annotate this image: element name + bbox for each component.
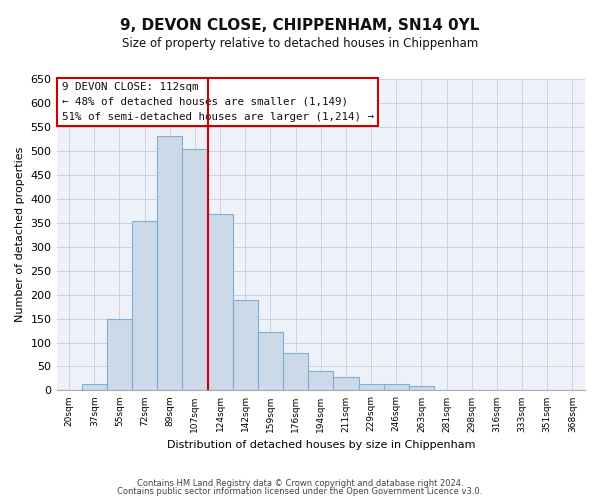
Bar bbox=[359, 384, 383, 390]
Bar bbox=[334, 377, 359, 390]
Bar bbox=[409, 386, 434, 390]
Text: Size of property relative to detached houses in Chippenham: Size of property relative to detached ho… bbox=[122, 38, 478, 51]
Bar bbox=[308, 372, 334, 390]
Bar bbox=[182, 150, 208, 390]
Bar bbox=[383, 384, 409, 390]
Text: Contains HM Land Registry data © Crown copyright and database right 2024.: Contains HM Land Registry data © Crown c… bbox=[137, 478, 463, 488]
Y-axis label: Number of detached properties: Number of detached properties bbox=[15, 147, 25, 322]
Bar bbox=[258, 332, 283, 390]
Bar bbox=[157, 136, 182, 390]
Text: 9, DEVON CLOSE, CHIPPENHAM, SN14 0YL: 9, DEVON CLOSE, CHIPPENHAM, SN14 0YL bbox=[121, 18, 479, 32]
Bar bbox=[233, 300, 258, 390]
Bar bbox=[82, 384, 107, 390]
Bar bbox=[132, 222, 157, 390]
Bar bbox=[208, 214, 233, 390]
X-axis label: Distribution of detached houses by size in Chippenham: Distribution of detached houses by size … bbox=[167, 440, 475, 450]
Bar bbox=[283, 353, 308, 391]
Text: Contains public sector information licensed under the Open Government Licence v3: Contains public sector information licen… bbox=[118, 487, 482, 496]
Text: 9 DEVON CLOSE: 112sqm
← 48% of detached houses are smaller (1,149)
51% of semi-d: 9 DEVON CLOSE: 112sqm ← 48% of detached … bbox=[62, 82, 374, 122]
Bar bbox=[107, 318, 132, 390]
